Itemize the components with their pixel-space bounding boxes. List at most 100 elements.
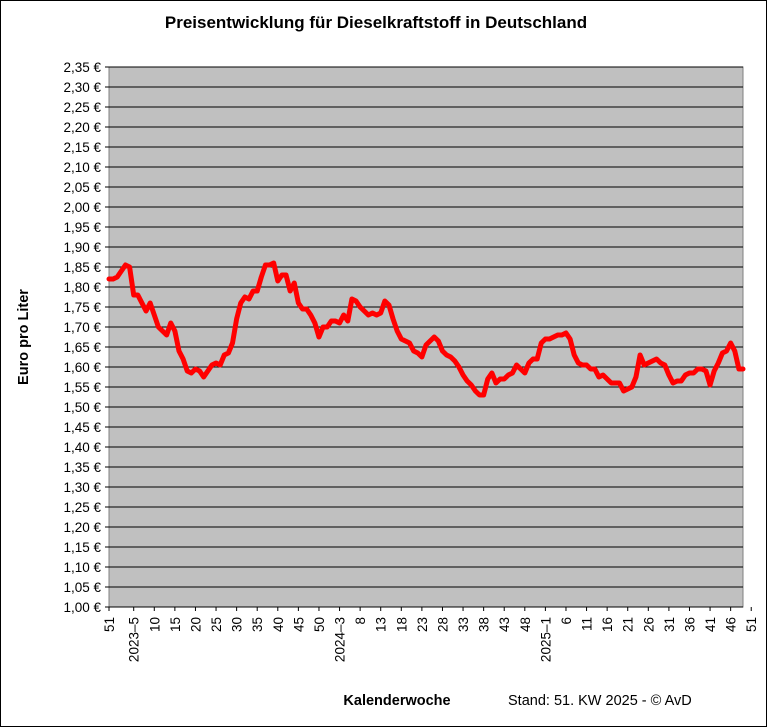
data-point (593, 367, 597, 371)
data-point (156, 325, 160, 329)
data-point (675, 379, 679, 383)
data-point (111, 277, 115, 281)
x-tick-label: 2024–3 (333, 617, 348, 662)
data-point (531, 357, 535, 361)
data-point (605, 377, 609, 381)
x-tick-label: 2023–5 (127, 617, 142, 662)
data-point (305, 307, 309, 311)
x-tick-label: 48 (518, 617, 533, 632)
data-point (140, 301, 144, 305)
data-point (189, 371, 193, 375)
y-tick-label: 2,00 € (63, 200, 101, 215)
y-tick-label: 1,90 € (63, 240, 101, 255)
data-point (280, 273, 284, 277)
data-point (226, 351, 230, 355)
data-point (181, 357, 185, 361)
y-tick-label: 2,35 € (63, 60, 101, 75)
data-point (630, 385, 634, 389)
y-tick-label: 1,60 € (63, 360, 101, 375)
data-point (247, 297, 251, 301)
data-point (589, 367, 593, 371)
y-tick-label: 1,75 € (63, 300, 101, 315)
data-point (123, 263, 128, 267)
x-tick-label: 35 (250, 617, 265, 632)
data-point (267, 263, 272, 267)
data-point (543, 337, 547, 341)
x-tick-label: 30 (230, 617, 245, 632)
data-point (601, 373, 605, 377)
data-point (646, 361, 650, 365)
data-point (276, 279, 280, 283)
data-point (568, 337, 572, 341)
data-point (177, 349, 181, 353)
data-point (366, 313, 370, 317)
data-point (506, 373, 510, 377)
data-point (346, 319, 350, 323)
data-point (440, 349, 445, 353)
x-tick-label: 50 (312, 617, 327, 632)
data-point (642, 363, 646, 367)
data-point (403, 339, 408, 343)
data-point (160, 329, 165, 333)
data-point (436, 339, 440, 343)
data-point (539, 341, 543, 345)
data-point (309, 313, 313, 317)
x-tick-label: 20 (188, 617, 203, 632)
data-point (119, 269, 123, 273)
data-point (350, 297, 354, 301)
data-point (519, 367, 523, 371)
data-point (424, 343, 428, 347)
data-point (288, 289, 292, 293)
data-point (597, 375, 601, 379)
data-point (683, 373, 687, 377)
data-point (202, 375, 206, 379)
y-tick-label: 1,70 € (63, 320, 101, 335)
data-point (564, 331, 568, 335)
y-tick-label: 2,15 € (63, 140, 101, 155)
y-tick-label: 1,65 € (63, 340, 101, 355)
data-point (193, 367, 198, 371)
data-point (527, 361, 531, 365)
data-point (144, 309, 148, 313)
x-tick-label: 45 (291, 617, 306, 632)
data-point (490, 371, 494, 375)
x-tick-label: 8 (353, 617, 368, 625)
y-axis-title: Euro pro Liter (16, 289, 32, 385)
x-tick-label: 6 (559, 617, 574, 625)
x-tick-label: 10 (147, 617, 162, 632)
y-tick-label: 1,20 € (63, 520, 101, 535)
data-point (329, 319, 333, 323)
data-point (375, 313, 379, 317)
data-point (383, 299, 387, 303)
y-tick-label: 1,00 € (63, 600, 101, 615)
data-point (609, 381, 613, 385)
data-point (716, 361, 720, 365)
data-point (412, 349, 416, 353)
data-point (214, 361, 218, 365)
x-tick-label: 46 (724, 617, 739, 632)
data-point (547, 337, 552, 341)
x-tick-label: 11 (580, 617, 595, 631)
data-point (667, 373, 671, 377)
data-point (498, 377, 502, 381)
data-point (679, 379, 683, 383)
data-point (169, 321, 173, 325)
y-axis: 1,00 € 1,05 € 1,10 € 1,15 € 1,20 € 1,25 € 1,30… (63, 60, 109, 615)
y-tick-label: 1,95 € (63, 220, 101, 235)
x-tick-label: 23 (415, 617, 430, 632)
data-point (399, 337, 403, 341)
data-point (461, 373, 465, 377)
data-point (626, 387, 630, 391)
data-point (148, 301, 152, 305)
data-point (634, 375, 638, 379)
y-tick-label: 1,10 € (63, 560, 101, 575)
y-tick-label: 1,35 € (63, 460, 101, 475)
data-point (235, 317, 239, 321)
data-point (696, 367, 700, 371)
y-tick-label: 1,05 € (63, 580, 101, 595)
x-tick-label: 38 (477, 617, 492, 632)
data-point (700, 367, 704, 371)
data-point (535, 357, 539, 361)
data-point (325, 325, 329, 329)
data-point (556, 333, 560, 337)
